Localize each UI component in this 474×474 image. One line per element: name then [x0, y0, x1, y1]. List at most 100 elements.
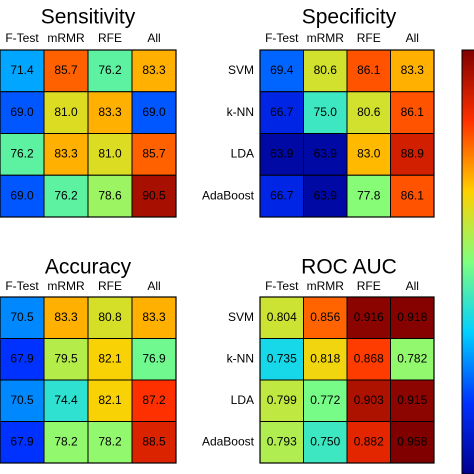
sensitivity-cell: [131, 91, 177, 134]
accuracy-col-label: All: [147, 279, 160, 293]
sensitivity-cell: [131, 133, 177, 176]
specificity-cell: [346, 49, 391, 93]
specificity-row-label: AdaBoost: [202, 188, 255, 202]
accuracy-title: Accuracy: [45, 256, 132, 279]
specificity-cell-value: 86.1: [401, 105, 425, 119]
roc-auc-cell-value: 0.818: [310, 351, 340, 365]
roc-auc-cell-value: 0.735: [267, 351, 297, 365]
roc-auc-cell-value: 0.772: [310, 393, 340, 407]
roc-auc-cell-value: 0.750: [310, 434, 340, 448]
specificity-row-label: k-NN: [227, 105, 254, 119]
sensitivity-cell-value: 85.7: [54, 63, 78, 77]
specificity-cell-value: 80.6: [314, 63, 338, 77]
specificity-cell: [259, 174, 304, 218]
roc-auc-cell: [390, 421, 435, 464]
roc-auc-cell: [259, 379, 304, 422]
specificity-cell-value: 63.9: [314, 147, 338, 161]
specificity-cell: [303, 174, 348, 218]
accuracy-cell-value: 87.2: [142, 393, 166, 407]
accuracy-cell-value: 82.1: [98, 351, 122, 365]
accuracy-cell: [131, 421, 177, 464]
specificity-cell: [346, 133, 391, 176]
roc-auc-cell-value: 0.915: [397, 393, 427, 407]
specificity-cell-value: 66.7: [270, 105, 294, 119]
sensitivity-cell-value: 90.5: [142, 188, 166, 202]
sensitivity-cell: [87, 91, 133, 134]
specificity-col-label: RFE: [357, 31, 381, 45]
roc-auc-cell-value: 0.916: [354, 310, 384, 324]
specificity-cell-value: 86.1: [401, 188, 425, 202]
specificity-cell-value: 77.8: [357, 188, 381, 202]
roc-auc-col-label: mRMR: [307, 279, 345, 293]
specificity-frame: [259, 49, 435, 218]
colorbar: [461, 49, 474, 474]
sensitivity-cell-value: 69.0: [10, 105, 34, 119]
roc-auc-title: ROC AUC: [301, 256, 397, 279]
roc-auc-col-label: RFE: [357, 279, 381, 293]
roc-auc-cell-value: 0.782: [397, 351, 427, 365]
accuracy-col-label: mRMR: [47, 279, 85, 293]
sensitivity-col-label: RFE: [98, 31, 122, 45]
roc-auc-frame: [259, 296, 435, 464]
accuracy-cell: [43, 296, 89, 339]
accuracy-cell-value: 74.4: [54, 393, 78, 407]
specificity-cell-value: 75.0: [314, 105, 338, 119]
sensitivity-cell-value: 76.2: [98, 63, 122, 77]
roc-auc-cell-value: 0.868: [354, 351, 384, 365]
roc-auc-cell-value: 0.804: [267, 310, 297, 324]
sensitivity-cell: [43, 174, 89, 218]
sensitivity-cell-value: 83.3: [98, 105, 122, 119]
roc-auc-cell-value: 0.903: [354, 393, 384, 407]
roc-auc-cell-value: 0.793: [267, 434, 297, 448]
roc-auc-col-label: F-Test: [265, 279, 299, 293]
roc-auc-cell-value: 0.856: [310, 310, 340, 324]
specificity-cell: [390, 133, 435, 176]
sensitivity-cell-value: 85.7: [142, 147, 166, 161]
accuracy-cell-value: 83.3: [54, 310, 78, 324]
roc-auc-row-label: SVM: [228, 310, 254, 324]
specificity-title: Specificity: [302, 6, 397, 29]
specificity-row-label: SVM: [228, 63, 254, 77]
sensitivity-cell-value: 71.4: [10, 63, 34, 77]
accuracy-cell-value: 88.5: [142, 434, 166, 448]
specificity-cell: [303, 91, 348, 134]
sensitivity-cell-value: 69.0: [142, 105, 166, 119]
accuracy-cell-value: 80.8: [98, 310, 122, 324]
accuracy-cell-value: 83.3: [142, 310, 166, 324]
specificity-cell-value: 83.3: [401, 63, 425, 77]
sensitivity-cell-value: 81.0: [98, 147, 122, 161]
sensitivity-col-label: All: [147, 31, 160, 45]
roc-auc-cell: [303, 338, 348, 381]
sensitivity-cell-value: 83.3: [54, 147, 78, 161]
specificity-cell: [303, 49, 348, 93]
sensitivity-cell-value: 78.6: [98, 188, 122, 202]
roc-auc-cell: [346, 379, 391, 422]
accuracy-frame: [0, 296, 177, 464]
sensitivity-cell: [43, 49, 89, 93]
specificity-cell-value: 83.0: [357, 147, 381, 161]
accuracy-cell-value: 67.9: [10, 434, 34, 448]
roc-auc-cell: [390, 379, 435, 422]
roc-auc-row-label: AdaBoost: [202, 434, 255, 448]
sensitivity-col-label: F-Test: [5, 31, 39, 45]
accuracy-col-label: RFE: [98, 279, 122, 293]
accuracy-cell-value: 70.5: [10, 393, 34, 407]
specificity-cell: [390, 49, 435, 93]
roc-auc-cell: [346, 338, 391, 381]
accuracy-col-label: F-Test: [5, 279, 39, 293]
roc-auc-cell: [259, 421, 304, 464]
specificity-row-label: LDA: [231, 147, 254, 161]
accuracy-cell-value: 76.9: [142, 351, 166, 365]
sensitivity-cell-value: 81.0: [54, 105, 78, 119]
specificity-col-label: mRMR: [307, 31, 345, 45]
specificity-cell-value: 63.9: [314, 188, 338, 202]
accuracy-cell: [43, 421, 89, 464]
accuracy-cell-value: 67.9: [10, 351, 34, 365]
roc-auc-cell-value: 0.918: [397, 310, 427, 324]
specificity-cell-value: 66.7: [270, 188, 294, 202]
roc-auc-cell: [303, 379, 348, 422]
sensitivity-cell-value: 83.3: [142, 63, 166, 77]
specificity-col-label: F-Test: [265, 31, 299, 45]
specificity-cell-value: 80.6: [357, 105, 381, 119]
sensitivity-col-label: mRMR: [47, 31, 85, 45]
